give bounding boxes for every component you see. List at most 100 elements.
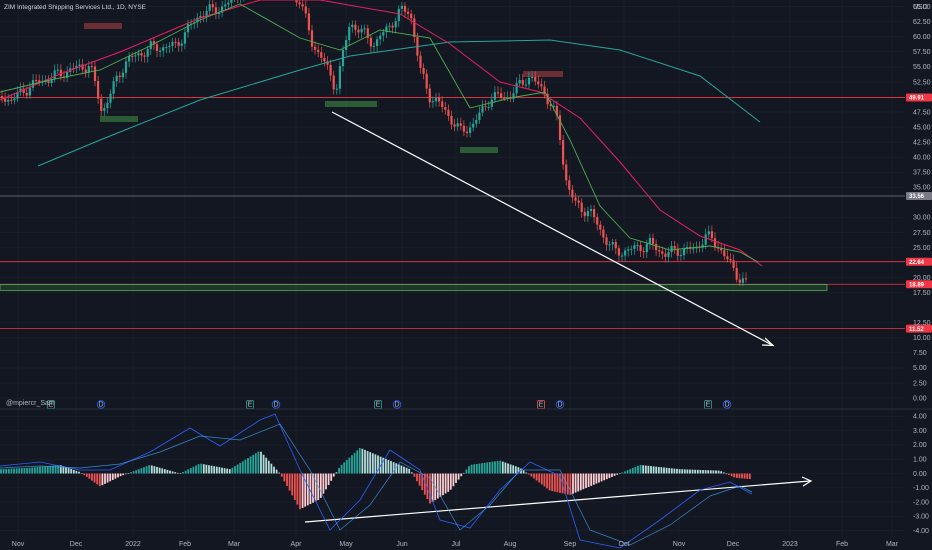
- candle-body: [162, 47, 165, 51]
- candle-body: [10, 99, 13, 101]
- candle-body: [444, 107, 447, 110]
- candle-body: [360, 28, 363, 33]
- candle-body: [348, 27, 351, 41]
- candle-body: [558, 115, 562, 141]
- macd-histogram-bar: [10, 468, 13, 474]
- macd-histogram-bar: [184, 470, 187, 474]
- macd-histogram-bar: [223, 468, 226, 474]
- macd-histogram-bar: [657, 466, 660, 474]
- macd-histogram-bar: [72, 469, 75, 474]
- macd-histogram-bar: [634, 466, 637, 474]
- candle-body: [642, 251, 645, 253]
- candle-body: [704, 234, 707, 245]
- macd-histogram-bar: [257, 451, 260, 474]
- macd-histogram-bar: [374, 454, 377, 474]
- marker-letter: D: [557, 402, 562, 409]
- macd-histogram-bar: [49, 465, 52, 474]
- macd-histogram-bar: [382, 457, 385, 474]
- candle-body: [329, 64, 332, 76]
- macd-histogram-bar: [522, 470, 525, 474]
- candle-body: [493, 92, 496, 100]
- candle-body: [323, 57, 326, 62]
- macd-histogram-bar: [338, 467, 340, 474]
- macd-histogram-bar: [600, 473, 603, 482]
- candle-body: [100, 98, 103, 111]
- price-tick-label: 30.00: [913, 215, 931, 222]
- macd-histogram-bar: [421, 473, 424, 491]
- macd-histogram-bar: [293, 473, 296, 500]
- macd-histogram-bar: [746, 473, 749, 479]
- candle-body: [224, 4, 227, 7]
- macd-histogram-bar: [215, 466, 218, 474]
- macd-histogram-bar: [681, 469, 684, 474]
- macd-histogram-bar: [36, 467, 39, 474]
- macd-histogram-bar: [275, 469, 278, 474]
- candle-body: [521, 80, 524, 85]
- macd-histogram-bar: [270, 463, 273, 474]
- candle-body: [450, 115, 453, 125]
- macd-histogram-bar: [668, 468, 671, 474]
- currency-label: USD: [913, 4, 928, 11]
- candle-body: [546, 93, 549, 105]
- macd-histogram-bar: [447, 473, 450, 492]
- macd-histogram-bar: [291, 473, 294, 496]
- candle-body: [56, 69, 59, 71]
- macd-histogram-bar: [85, 473, 88, 477]
- macd-histogram-bar: [660, 467, 663, 474]
- candle-body: [571, 189, 574, 198]
- macd-histogram-bar: [494, 461, 496, 474]
- candle-body: [555, 105, 558, 116]
- macd-histogram-bar: [348, 457, 351, 474]
- macd-histogram-bar: [397, 464, 400, 474]
- macd-histogram-bar: [18, 468, 21, 474]
- macd-histogram-bar: [221, 467, 223, 474]
- macd-histogram-bar: [267, 460, 270, 474]
- macd-histogram-bar: [114, 473, 117, 479]
- macd-histogram-bar: [483, 462, 486, 474]
- macd-histogram-bar: [371, 453, 374, 474]
- candle-body: [630, 248, 633, 250]
- macd-histogram-bar: [278, 472, 281, 474]
- price-tick-label: 52.50: [913, 79, 931, 86]
- candle-body: [326, 61, 329, 65]
- candle-body: [425, 73, 428, 89]
- macd-histogram-bar: [182, 471, 184, 474]
- marker-letter: D: [724, 402, 729, 409]
- macd-histogram-bar: [743, 473, 746, 479]
- macd-histogram-bar: [460, 473, 463, 477]
- candle-body: [701, 244, 704, 248]
- macd-histogram-bar: [325, 473, 327, 490]
- macd-histogram-bar: [501, 461, 504, 474]
- macd-histogram-bar: [80, 473, 83, 474]
- macd-histogram-bar: [96, 473, 99, 485]
- macd-histogram-bar: [553, 473, 556, 492]
- macd-histogram-bar: [41, 466, 44, 474]
- candle-body: [549, 104, 552, 107]
- candle-body: [459, 123, 462, 126]
- macd-histogram-bar: [174, 472, 177, 474]
- macd-histogram-bar: [54, 465, 57, 474]
- candle-body: [589, 209, 593, 211]
- price-tick-label: 42.50: [913, 139, 931, 146]
- candle-body: [146, 49, 149, 57]
- candle-body: [682, 248, 686, 256]
- macd-histogram-bar: [26, 467, 28, 474]
- macd-histogram-bar: [0, 469, 2, 474]
- macd-histogram-bar: [741, 473, 743, 479]
- candle-body: [19, 88, 22, 93]
- price-tick-label: 17.50: [913, 290, 931, 297]
- time-axis-label: Feb: [179, 541, 191, 548]
- candle-body: [93, 66, 97, 82]
- macd-histogram-bar: [590, 473, 593, 486]
- macd-histogram-bar: [491, 461, 494, 474]
- candle-body: [490, 99, 493, 108]
- macd-histogram-bar: [241, 461, 244, 474]
- candle-body: [165, 47, 168, 49]
- price-level-tag: [906, 191, 932, 200]
- candle-body: [475, 120, 478, 124]
- price-tick-label: 20.00: [913, 275, 931, 282]
- macd-tick-label: -2.00: [913, 499, 929, 506]
- candle-body: [345, 40, 348, 50]
